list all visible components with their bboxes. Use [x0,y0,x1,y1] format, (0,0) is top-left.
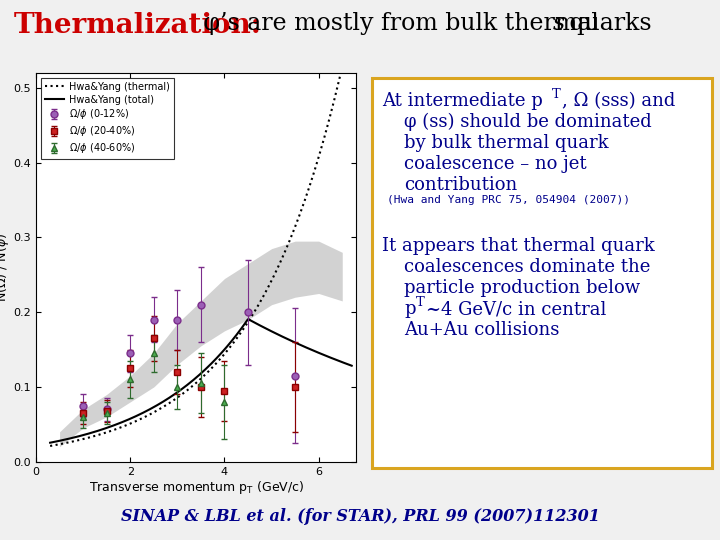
Text: p: p [404,300,415,318]
Hwa&Yang (total) [46,440,55,446]
Text: ~4 GeV/c in central: ~4 GeV/c in central [426,300,606,318]
X-axis label: Transverse momentum $\mathregular{p_T}$ (GeV/c): Transverse momentum $\mathregular{p_T}$ … [89,480,304,496]
Hwa&Yang (thermal) [319,137,328,144]
Hwa&Yang (total) [301,344,310,350]
Hwa&Yang (total) [230,334,239,340]
Text: It appears that thermal quark: It appears that thermal quark [382,237,654,255]
Hwa&Yang (total) [347,362,356,369]
Line: Hwa&Yang (total): Hwa&Yang (total) [50,319,351,443]
Y-axis label: N($\Omega$) / N($\phi$): N($\Omega$) / N($\phi$) [0,233,11,302]
Text: T: T [416,296,425,309]
Text: quarks: quarks [562,12,652,35]
Text: by bulk thermal quark: by bulk thermal quark [404,134,608,152]
Text: contribution: contribution [404,176,517,194]
Text: coalescence – no jet: coalescence – no jet [404,155,587,173]
Hwa&Yang (thermal) [47,443,55,449]
Hwa&Yang (total) [243,316,252,322]
Text: Thermalization:: Thermalization: [14,12,262,39]
Text: , Ω (sss) and: , Ω (sss) and [562,92,675,110]
Text: T: T [552,88,561,101]
Hwa&Yang (thermal) [225,346,233,352]
Text: At intermediate p: At intermediate p [382,92,543,110]
Hwa&Yang (total) [320,352,329,359]
Line: Hwa&Yang (thermal): Hwa&Yang (thermal) [50,23,351,446]
Text: φ’s are mostly from bulk thermal: φ’s are mostly from bulk thermal [196,12,606,35]
Text: coalescences dominate the: coalescences dominate the [404,258,650,276]
Hwa&Yang (total) [225,341,233,348]
FancyBboxPatch shape [372,78,712,468]
Hwa&Yang (thermal) [300,199,309,205]
Text: Au+Au collisions: Au+Au collisions [404,321,559,339]
Hwa&Yang (total) [225,340,234,347]
Hwa&Yang (thermal) [46,443,55,449]
Hwa&Yang (total) [47,439,55,446]
Hwa&Yang (thermal) [225,345,234,351]
Hwa&Yang (thermal) [347,20,356,26]
Text: SINAP & LBL et al. (for STAR), PRL 99 (2007)112301: SINAP & LBL et al. (for STAR), PRL 99 (2… [120,508,600,525]
Hwa&Yang (thermal) [230,338,239,345]
Text: (Hwa and Yang PRC 75, 054904 (2007)): (Hwa and Yang PRC 75, 054904 (2007)) [387,195,630,205]
Text: particle production below: particle production below [404,279,640,297]
Text: φ (ss) should be dominated: φ (ss) should be dominated [404,113,652,131]
Text: s: s [553,12,565,35]
Legend: Hwa&Yang (thermal), Hwa&Yang (total), $\Omega/\phi$ (0-12%), $\Omega/\phi$ (20-4: Hwa&Yang (thermal), Hwa&Yang (total), $\… [41,78,174,159]
